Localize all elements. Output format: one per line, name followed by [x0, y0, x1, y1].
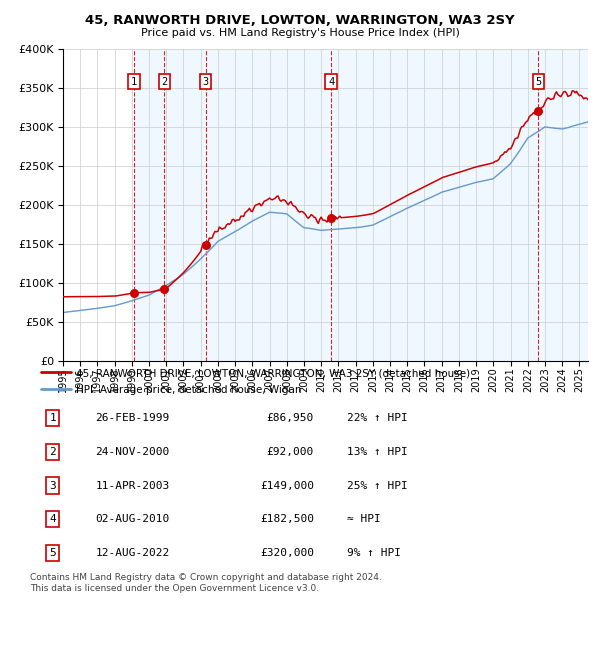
Text: 2: 2: [161, 77, 167, 86]
Text: 24-NOV-2000: 24-NOV-2000: [95, 447, 170, 457]
Bar: [331, 49, 538, 361]
Bar: [164, 49, 206, 361]
Text: 26-FEB-1999: 26-FEB-1999: [95, 413, 170, 423]
Text: 4: 4: [328, 77, 334, 86]
Bar: [538, 49, 588, 361]
Text: 25% ↑ HPI: 25% ↑ HPI: [347, 480, 407, 491]
Text: £92,000: £92,000: [266, 447, 314, 457]
Text: 9% ↑ HPI: 9% ↑ HPI: [347, 548, 401, 558]
Text: £86,950: £86,950: [266, 413, 314, 423]
Text: Contains HM Land Registry data © Crown copyright and database right 2024.
This d: Contains HM Land Registry data © Crown c…: [30, 573, 382, 593]
Text: 22% ↑ HPI: 22% ↑ HPI: [347, 413, 407, 423]
Bar: [134, 49, 164, 361]
Text: 5: 5: [535, 77, 541, 86]
Text: 11-APR-2003: 11-APR-2003: [95, 480, 170, 491]
Text: £182,500: £182,500: [260, 514, 314, 525]
Text: 2: 2: [50, 447, 56, 457]
Text: 45, RANWORTH DRIVE, LOWTON, WARRINGTON, WA3 2SY (detached house): 45, RANWORTH DRIVE, LOWTON, WARRINGTON, …: [76, 369, 470, 378]
Bar: [206, 49, 331, 361]
Text: £320,000: £320,000: [260, 548, 314, 558]
Text: 1: 1: [131, 77, 137, 86]
Text: 02-AUG-2010: 02-AUG-2010: [95, 514, 170, 525]
Text: £149,000: £149,000: [260, 480, 314, 491]
Text: 4: 4: [50, 514, 56, 525]
Text: 45, RANWORTH DRIVE, LOWTON, WARRINGTON, WA3 2SY: 45, RANWORTH DRIVE, LOWTON, WARRINGTON, …: [85, 14, 515, 27]
Text: 5: 5: [50, 548, 56, 558]
Text: 12-AUG-2022: 12-AUG-2022: [95, 548, 170, 558]
Text: 3: 3: [202, 77, 209, 86]
Text: 3: 3: [50, 480, 56, 491]
Text: 13% ↑ HPI: 13% ↑ HPI: [347, 447, 407, 457]
Text: HPI: Average price, detached house, Wigan: HPI: Average price, detached house, Wiga…: [76, 385, 302, 395]
Text: 1: 1: [50, 413, 56, 423]
Text: Price paid vs. HM Land Registry's House Price Index (HPI): Price paid vs. HM Land Registry's House …: [140, 28, 460, 38]
Text: ≈ HPI: ≈ HPI: [347, 514, 380, 525]
